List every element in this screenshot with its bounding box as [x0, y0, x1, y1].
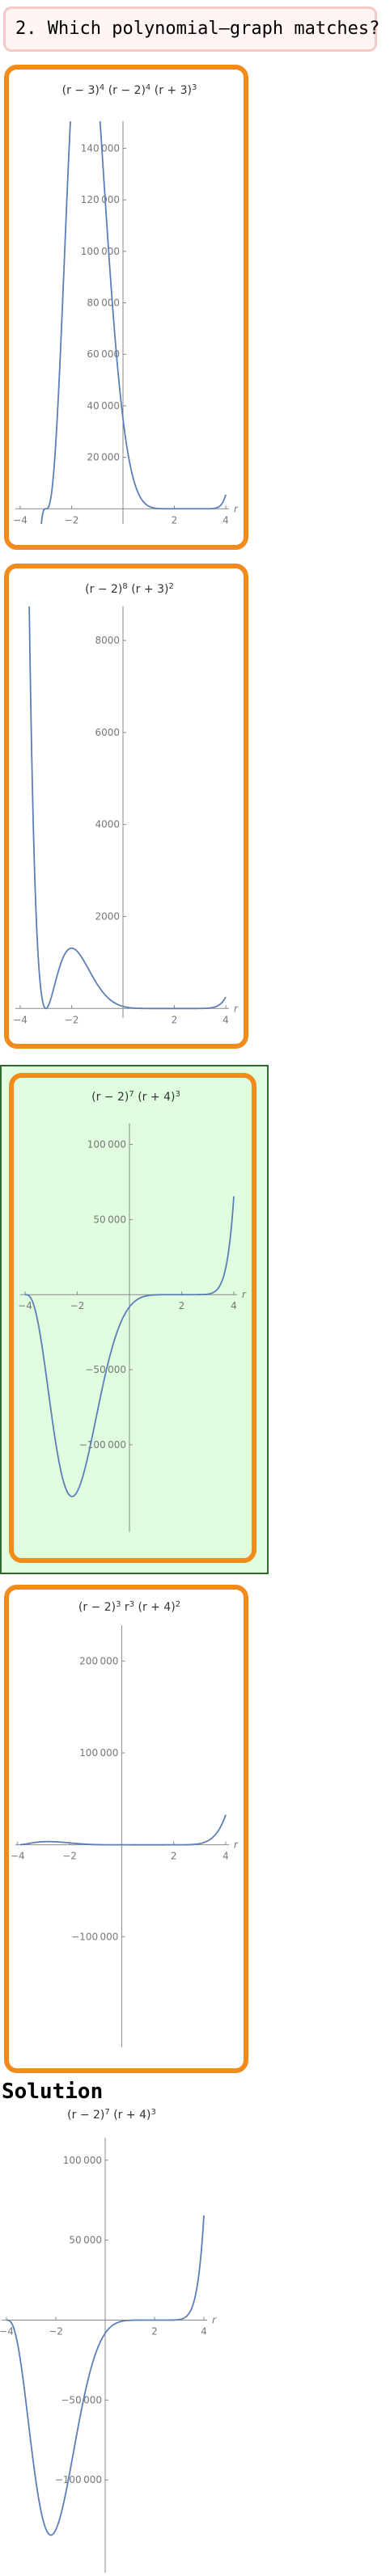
y-tick-label: 20 000: [87, 452, 120, 463]
question-box: 2. Which polynomial–graph matches?: [3, 6, 380, 52]
option-chart-1: (r − 3)4 (r − 2)4 (r + 3)3 r −4 −2 2 4 20 000 4…: [13, 83, 239, 526]
x-axis-label: r: [234, 1003, 239, 1014]
x-axis-label: r: [242, 1289, 247, 1300]
y-tick-label: 120 000: [81, 194, 120, 205]
y-tick-label: 140 000: [81, 142, 120, 154]
option-chart-2: (r − 2)8 (r + 3)2 r −4 −2 2 4 2000 4000 6000 8000: [13, 582, 239, 1026]
y-tick-label: −50 000: [61, 2394, 102, 2405]
x-axis-label: r: [234, 503, 239, 514]
x-tick-label: 4: [223, 1851, 229, 1862]
option-card-1[interactable]: (r − 3)4 (r − 2)4 (r + 3)3 r −4 −2 2 4 20 000 4…: [4, 65, 248, 550]
chart-title: (r − 3)4 (r − 2)4 (r + 3)3: [62, 83, 197, 98]
y-tick-label: −100 000: [55, 2474, 102, 2485]
y-tick-label: −100 000: [79, 1439, 126, 1451]
option-card-3[interactable]: (r − 2)7 (r + 4)3 r −4 −2 2 4 −100 000 −50 000 5…: [9, 1073, 256, 1563]
x-tick-label: 4: [223, 1014, 229, 1025]
x-tick-label: −2: [65, 514, 79, 526]
question-text: 2. Which polynomial–graph matches?: [15, 19, 380, 39]
x-tick-label: −4: [0, 2326, 14, 2337]
y-tick-label: 100 000: [81, 246, 120, 257]
polynomial-curve: [28, 606, 227, 1010]
y-tick-label: 100 000: [87, 1139, 126, 1151]
x-tick-label: −4: [13, 514, 28, 526]
chart-title: (r − 2)7 (r + 4)3: [91, 1090, 180, 1104]
x-tick-label: −4: [13, 1014, 28, 1025]
x-tick-label: 2: [179, 1300, 185, 1311]
option-card-4[interactable]: (r − 2)3 r3 (r + 4)2 r −4 −2 2 4 −100 000 100 0…: [4, 1585, 248, 2073]
x-tick-label: 4: [201, 2326, 207, 2337]
y-tick-label: 6000: [95, 727, 120, 738]
y-tick-label: 50 000: [69, 2235, 102, 2246]
y-tick-label: 8000: [95, 635, 120, 646]
solution-chart: (r − 2)7 (r + 4)3 r −4 −2 2 4 −100 000 −50 000 5…: [0, 2108, 217, 2573]
y-tick-label: 80 000: [87, 298, 120, 309]
x-tick-label: −2: [65, 1014, 79, 1025]
x-tick-label: −2: [49, 2326, 63, 2337]
x-tick-label: −2: [70, 1300, 85, 1311]
option-chart-3: (r − 2)7 (r + 4)3r−4 −2 2 4−100 000−50 0005…: [18, 1090, 247, 1532]
y-tick-label: 2000: [95, 911, 120, 923]
chart-title: (r − 2)7 (r + 4)3: [67, 2108, 156, 2122]
y-tick-label: 200 000: [79, 1655, 118, 1666]
x-tick-label: 4: [231, 1300, 237, 1311]
y-tick-label: 40 000: [87, 400, 120, 412]
option-chart-4: (r − 2)3 r3 (r + 4)2 r −4 −2 2 4 −100 000 100 0…: [11, 1600, 239, 2047]
x-tick-label: 2: [172, 514, 178, 526]
x-tick-label: 2: [172, 1014, 178, 1025]
y-tick-label: 100 000: [63, 2155, 102, 2166]
x-tick-label: −4: [18, 1300, 32, 1311]
x-tick-label: 2: [151, 2326, 158, 2337]
x-tick-label: 2: [171, 1851, 177, 1862]
polynomial-curve: [40, 121, 227, 524]
x-axis-label: r: [212, 2315, 217, 2326]
y-tick-label: −100 000: [71, 1931, 118, 1942]
x-axis-label: r: [234, 1839, 239, 1851]
y-tick-label: 60 000: [87, 348, 120, 360]
y-tick-label: 4000: [95, 819, 120, 830]
x-tick-label: −2: [62, 1851, 77, 1862]
solution-heading: Solution: [2, 2080, 104, 2104]
polynomial-curve: [6, 2215, 205, 2536]
option-card-2[interactable]: (r − 2)8 (r + 3)2 r −4 −2 2 4 2000 4000 6000 8000: [4, 564, 248, 1049]
x-tick-label: −4: [11, 1851, 25, 1862]
polynomial-curve: [25, 1196, 235, 1497]
y-tick-label: 100 000: [79, 1747, 118, 1759]
chart-title: (r − 2)8 (r + 3)2: [85, 582, 174, 597]
y-tick-label: 50 000: [93, 1214, 126, 1225]
polynomial-curve: [19, 1814, 227, 1846]
x-tick-label: 4: [223, 514, 229, 526]
chart-title: (r − 2)3 r3 (r + 4)2: [78, 1600, 180, 1615]
